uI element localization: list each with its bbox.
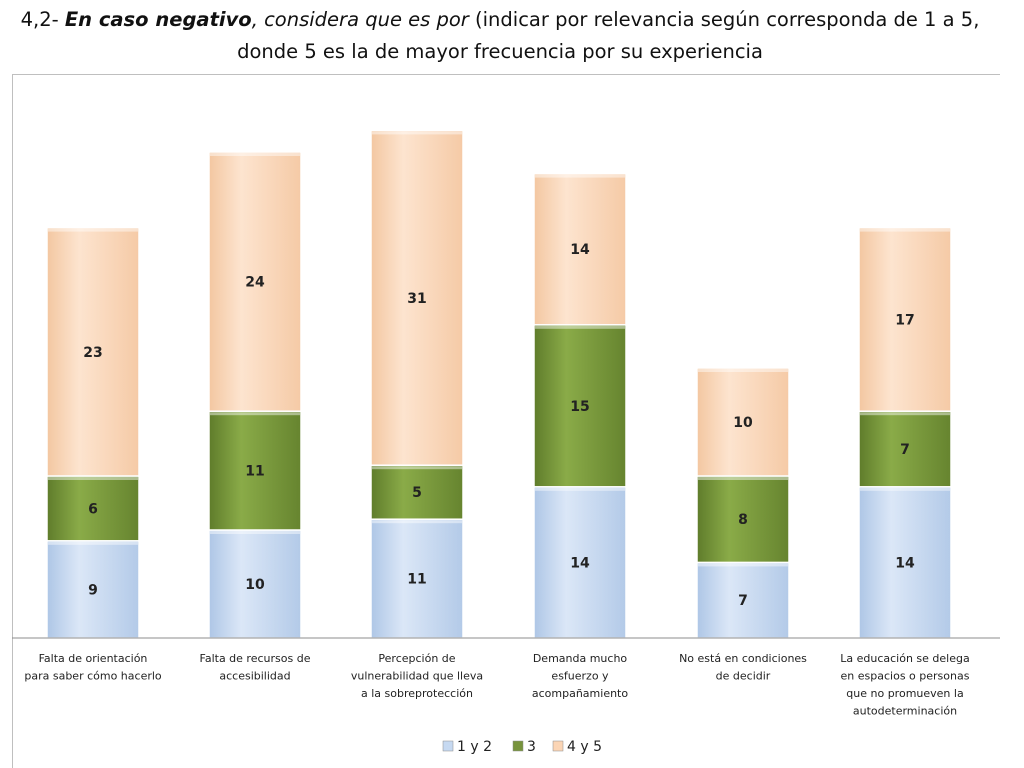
data-label: 23 xyxy=(83,345,102,361)
bar-segment-highlight xyxy=(535,487,625,491)
title-bold-text: En caso negativo xyxy=(64,8,252,31)
chart-subtitle: donde 5 es la de mayor frecuencia por su… xyxy=(237,40,763,63)
bars-layer xyxy=(46,129,952,639)
data-label: 7 xyxy=(900,442,910,458)
bar-segment-highlight xyxy=(48,228,138,232)
data-label: 8 xyxy=(738,512,748,528)
bar-segment-highlight xyxy=(48,541,138,545)
value-labels-layer: 9 6 23 10 11 24 11 5 31 14 15 14 7 8 10 14 7 17 xyxy=(83,242,915,609)
legend-label: 1 y 2 xyxy=(457,739,492,755)
bar-segment-highlight xyxy=(535,325,625,329)
data-label: 17 xyxy=(895,312,914,328)
bar-segment-s1-0 xyxy=(46,540,140,639)
bar-segment-s2-2 xyxy=(370,464,464,520)
data-label: 9 xyxy=(88,582,98,598)
bar-segment-highlight xyxy=(210,531,300,534)
bar-segment-highlight xyxy=(860,412,950,416)
data-label: 11 xyxy=(407,572,426,588)
bar-segment-highlight xyxy=(535,174,625,178)
data-label: 7 xyxy=(738,593,748,609)
bar-segment-s1-3 xyxy=(533,486,627,639)
legend-swatch-s1 xyxy=(442,740,454,752)
data-label: 10 xyxy=(733,415,753,431)
title-prefix: 4,2- xyxy=(20,8,65,31)
legend-label: 3 xyxy=(527,739,536,755)
category-label: No está en condiciones de decidir xyxy=(679,652,807,683)
bar-segment-highlight xyxy=(698,369,788,372)
chart-title: 4,2- En caso negativo, considera que es … xyxy=(0,8,1000,31)
category-label: Percepción de vulnerabilidad que lleva a l… xyxy=(351,652,483,700)
category-label: Falta de recursos de accesibilidad xyxy=(200,652,311,683)
bar-segment-highlight xyxy=(372,131,462,135)
category-label: La educación se delega en espacios o pers… xyxy=(840,652,969,718)
legend: 1 y 2 3 4 y 5 xyxy=(442,739,602,755)
category-label: Demanda mucho esfuerzo y acompañamiento xyxy=(532,652,628,700)
data-label: 14 xyxy=(895,555,915,571)
data-label: 14 xyxy=(570,555,590,571)
bar-segment-highlight xyxy=(210,153,300,156)
data-label: 24 xyxy=(245,275,265,291)
bar-segment-highlight xyxy=(698,477,788,480)
bar-segment-highlight xyxy=(48,477,138,480)
legend-swatch-s3 xyxy=(552,740,564,752)
bar-segment-highlight xyxy=(372,466,462,470)
chart-frame xyxy=(12,74,1000,768)
bar-segment-s2-4 xyxy=(696,475,790,564)
data-label: 10 xyxy=(245,577,265,593)
data-label: 11 xyxy=(245,464,264,480)
bar-segment-s2-1 xyxy=(208,410,302,531)
data-label: 5 xyxy=(412,485,422,501)
bar-segment-highlight xyxy=(372,520,462,524)
data-label: 6 xyxy=(88,501,98,517)
data-label: 15 xyxy=(570,399,589,415)
bar-segment-highlight xyxy=(210,412,300,416)
bar-segment-highlight xyxy=(860,228,950,232)
category-labels-layer: Falta de orientación para saber cómo hace… xyxy=(24,652,969,718)
bar-segment-s2-0 xyxy=(46,475,140,542)
title-italic-text: , considera que es por xyxy=(251,8,469,31)
legend-label: 4 y 5 xyxy=(567,739,602,755)
category-label: Falta de orientación para saber cómo hace… xyxy=(24,652,162,683)
bar-segment-s3-5 xyxy=(858,226,952,412)
bar-segment-s2-5 xyxy=(858,410,952,488)
stacked-bar-chart: 9 6 23 10 11 24 11 5 31 14 15 14 7 8 10 14 7 17 Falta de … xyxy=(12,129,1000,755)
bar-segment-s3-1 xyxy=(208,151,302,412)
bar-segment-s3-0 xyxy=(46,226,140,477)
bar-segment-highlight xyxy=(698,563,788,567)
bar-segment-s3-4 xyxy=(696,367,790,477)
data-label: 31 xyxy=(407,291,426,307)
bar-segment-highlight xyxy=(860,487,950,491)
title-rest-text: (indicar por relevancia según correspond… xyxy=(468,8,980,31)
bar-segment-s3-3 xyxy=(533,172,627,326)
data-label: 14 xyxy=(570,242,590,258)
bar-segment-s1-5 xyxy=(858,486,952,639)
bar-segment-s3-2 xyxy=(370,129,464,466)
legend-swatch-s2 xyxy=(512,740,524,752)
